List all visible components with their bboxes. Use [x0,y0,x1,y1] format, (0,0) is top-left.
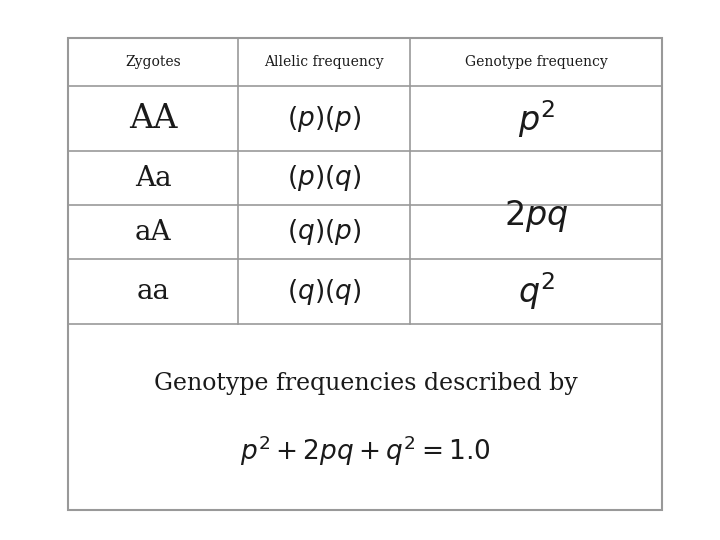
Text: aA: aA [135,219,171,246]
Text: Genotype frequencies described by: Genotype frequencies described by [153,372,577,395]
Bar [68,38,662,510]
Text: Zygotes: Zygotes [125,55,181,69]
Text: aa: aa [137,278,169,305]
Text: $(q)(q)$: $(q)(q)$ [287,276,361,307]
Text: AA: AA [129,103,177,135]
Text: $2pq$: $2pq$ [504,198,569,234]
Text: Genotype frequency: Genotype frequency [465,55,608,69]
Text: $p^2+2pq+q^2=1.0$: $p^2+2pq+q^2=1.0$ [240,434,491,468]
Text: $q^2$: $q^2$ [518,271,555,313]
Text: $(p)(p)$: $(p)(p)$ [287,104,361,134]
Text: Aa: Aa [135,165,171,192]
Text: $(p)(q)$: $(p)(q)$ [287,163,361,193]
Text: $(q)(p)$: $(q)(p)$ [287,217,361,247]
Text: Allelic frequency: Allelic frequency [264,55,384,69]
Text: $p^2$: $p^2$ [518,98,555,140]
